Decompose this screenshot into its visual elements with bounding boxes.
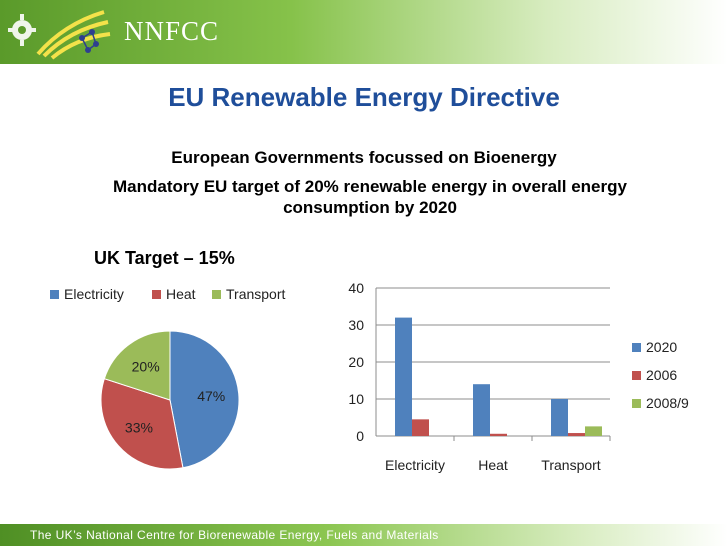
bar-electricity-2020 (395, 317, 412, 436)
bar-y-tick-label: 20 (348, 354, 364, 370)
bar-x-category-label: Transport (541, 457, 601, 473)
footer-bar: The UK’s National Centre for Biorenewabl… (0, 524, 728, 546)
legend-swatch-electricity (50, 289, 59, 299)
legend-label-transport: Transport (226, 286, 286, 302)
slide-subtitle-2: Mandatory EU target of 20% renewable ene… (113, 177, 627, 217)
pie-data-label-transport: 20% (132, 359, 160, 375)
footer-text: The UK’s National Centre for Biorenewabl… (30, 528, 439, 542)
pie-legend-electricity: Electricity (50, 286, 124, 302)
bar-transport-2006 (568, 433, 585, 436)
slide-title: EU Renewable Energy Directive (168, 82, 560, 112)
nnfcc-logo-icon (8, 10, 111, 60)
slide-subtitle-1: European Governments focussed on Bioener… (171, 148, 557, 167)
pie-slice-heat (100, 378, 184, 470)
pie-legend-transport: Transport (212, 286, 285, 302)
legend-swatch-heat (152, 289, 161, 299)
bar-legend-label-2008-9: 2008/9 (646, 395, 689, 411)
bar-y-tick-label: 30 (348, 317, 364, 333)
bar-transport-2008-9 (585, 426, 602, 436)
bar-x-category-label: Heat (478, 457, 508, 473)
bar-heat-2020 (473, 384, 490, 436)
bar-electricity-2006 (412, 419, 429, 436)
legend-swatch-transport (212, 289, 221, 299)
bar-x-category-label: Electricity (385, 457, 445, 473)
bar-transport-2020 (551, 399, 568, 436)
legend-label-heat: Heat (166, 286, 196, 302)
pie-data-label-electricity: 47% (197, 388, 225, 404)
pie-slice-transport (103, 330, 171, 401)
legend-label-electricity: Electricity (64, 286, 124, 302)
bar-y-tick-label: 10 (348, 391, 364, 407)
bar-legend-swatch-2006 (632, 371, 641, 380)
bar-heat-2006 (490, 433, 507, 436)
bar-y-tick-label: 0 (356, 428, 364, 444)
pie-data-label-heat: 33% (125, 419, 153, 435)
bar-legend-label-2006: 2006 (646, 367, 677, 383)
bar-legend-swatch-2020 (632, 343, 641, 352)
pie-chart: 47% 33% 20% (100, 330, 240, 470)
bar-y-tick-label: 40 (348, 280, 364, 296)
brand-name: NNFCC (124, 16, 220, 46)
pie-slice-electricity (169, 330, 240, 469)
bar-legend-label-2020: 2020 (646, 339, 677, 355)
pie-chart-title: UK Target – 15% (94, 248, 235, 268)
bar-chart: 0 10 20 30 40 Electricity Heat Transport 2020 200… (348, 280, 689, 473)
header-banner: NNFCC (0, 0, 728, 64)
pie-legend-heat: Heat (152, 286, 196, 302)
bar-legend-swatch-2008-9 (632, 399, 641, 408)
